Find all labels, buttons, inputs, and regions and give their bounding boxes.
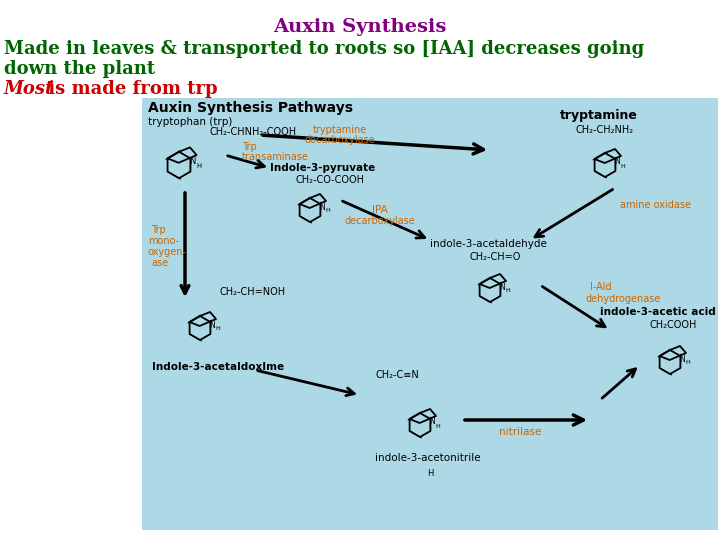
Text: CH₂-CH=O: CH₂-CH=O <box>470 252 521 262</box>
Text: H: H <box>197 163 202 169</box>
Text: N: N <box>429 417 435 427</box>
Text: N: N <box>209 321 215 329</box>
Text: N: N <box>679 354 685 363</box>
Text: CH₂-C≡N: CH₂-C≡N <box>375 370 419 380</box>
Text: Indole-3-pyruvate: Indole-3-pyruvate <box>270 163 375 173</box>
Text: Trp: Trp <box>242 142 257 152</box>
Text: H: H <box>505 288 510 294</box>
Text: is made from trp: is made from trp <box>42 80 217 98</box>
Text: H: H <box>436 423 441 429</box>
Text: tryptamine: tryptamine <box>560 110 638 123</box>
Text: IPA: IPA <box>372 205 388 215</box>
Text: CH₂-CH₂NH₂: CH₂-CH₂NH₂ <box>575 125 633 135</box>
Text: H: H <box>215 327 220 332</box>
Text: Auxin Synthesis: Auxin Synthesis <box>274 18 446 36</box>
Text: H: H <box>621 164 626 168</box>
Text: indole-3-acetonitrile: indole-3-acetonitrile <box>375 453 481 463</box>
Text: indole-3-acetic acid: indole-3-acetic acid <box>600 307 716 317</box>
Text: H: H <box>427 469 433 477</box>
Bar <box>142 98 718 530</box>
Text: N: N <box>319 202 325 212</box>
Text: mono-: mono- <box>148 236 179 246</box>
Text: nitrilase: nitrilase <box>499 427 541 437</box>
Text: CH₂COOH: CH₂COOH <box>650 320 698 330</box>
Text: decarboxylase: decarboxylase <box>305 135 375 145</box>
Text: ase: ase <box>151 258 168 268</box>
Text: N: N <box>189 157 195 166</box>
Text: decarboxylase: decarboxylase <box>345 216 415 226</box>
Text: CH₂-CO-COOH: CH₂-CO-COOH <box>295 175 364 185</box>
Text: transaminase: transaminase <box>242 152 309 162</box>
Text: Auxin Synthesis Pathways: Auxin Synthesis Pathways <box>148 101 353 115</box>
Text: CH₂-CH=NOH: CH₂-CH=NOH <box>220 287 286 297</box>
Text: dehydrogenase: dehydrogenase <box>585 294 660 304</box>
Text: amine oxidase: amine oxidase <box>620 200 691 210</box>
Text: CH₂-CHNH₂-COOH: CH₂-CHNH₂-COOH <box>210 127 297 137</box>
Text: Indole-3-acetaldoxIme: Indole-3-acetaldoxIme <box>152 362 284 372</box>
Text: H: H <box>685 361 690 366</box>
Text: indole-3-acetaldehyde: indole-3-acetaldehyde <box>430 239 547 249</box>
Text: tryptophan (trp): tryptophan (trp) <box>148 117 233 127</box>
Text: Made in leaves & transported to roots so [IAA] decreases going: Made in leaves & transported to roots so… <box>4 40 644 58</box>
Text: oxygen-: oxygen- <box>148 247 187 257</box>
Text: N: N <box>614 158 620 166</box>
Text: N: N <box>499 282 505 292</box>
Text: I-Ald: I-Ald <box>590 282 611 292</box>
Text: down the plant: down the plant <box>4 60 155 78</box>
Text: Trp: Trp <box>151 225 166 235</box>
Text: Most: Most <box>4 80 55 98</box>
Text: H: H <box>325 208 330 213</box>
Text: tryptamine: tryptamine <box>313 125 367 135</box>
